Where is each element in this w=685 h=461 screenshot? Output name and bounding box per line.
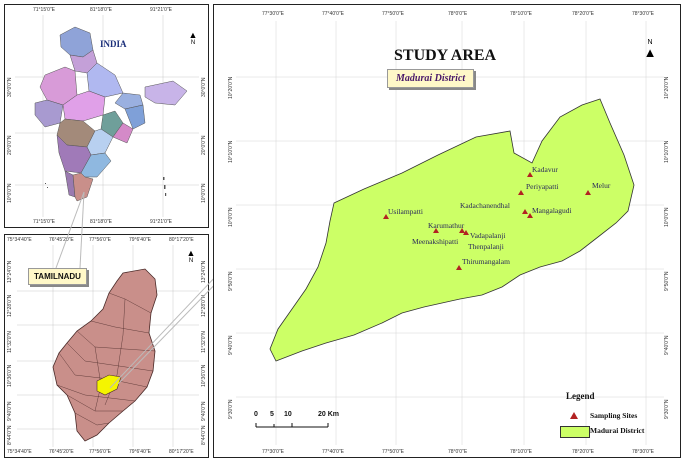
study-lon-tick-bottom: 78°0'0"E: [448, 449, 468, 455]
site-label-vadapalanji: Vadapalanji: [470, 231, 506, 240]
india-map-panel: 71°15'0"E 81°18'0"E 91°21'0"E 71°15'0"E …: [4, 4, 209, 228]
scale-label: 5: [270, 411, 274, 418]
study-lon-tick-bottom: 78°20'0"E: [572, 449, 594, 455]
study-north-arrow: N ▲: [642, 39, 658, 59]
legend-site-marker-icon: [570, 412, 578, 419]
tamilnadu-outline: [52, 268, 158, 442]
site-marker-periyapatti: [518, 190, 524, 195]
india-lon-tick-bottom: 81°18'0"E: [90, 219, 112, 225]
india-state-wb: [124, 104, 146, 130]
study-area-map: [236, 21, 664, 445]
legend: Legend Sampling Sites Madurai District: [550, 389, 676, 451]
site-marker-thirumangalam: [456, 265, 462, 270]
study-area-title: STUDY AREA: [394, 47, 497, 64]
north-arrow-icon: ▲: [186, 248, 196, 258]
site-label-karumathur: Karumathur: [428, 221, 465, 230]
legend-item-madurai-district: Madurai District: [590, 426, 645, 435]
north-arrow-icon: ▲: [188, 30, 198, 40]
study-lon-tick-bottom: 78°10'0"E: [510, 449, 532, 455]
scale-label: 20 Km: [318, 411, 340, 418]
tn-lon-tick-bottom: 75°34'40"E: [7, 449, 32, 455]
india-state-gujarat: [34, 99, 64, 128]
site-label-kadavur: Kadavur: [532, 165, 558, 174]
india-label: INDIA: [100, 39, 127, 49]
tn-lon-tick-bottom: 76°45'20"E: [49, 449, 74, 455]
tn-north-arrow: ▲ N: [186, 248, 196, 265]
india-state-up: [86, 62, 124, 98]
north-label: N: [647, 39, 653, 46]
site-marker-usilampatti: [383, 214, 389, 219]
india-north-arrow: ▲ N: [188, 30, 198, 47]
tn-lon-tick-bottom: 80°17'20"E: [169, 449, 194, 455]
site-label-thirumangalam: Thirumangalam: [462, 257, 510, 266]
madurai-district-callout: Madurai District: [387, 69, 475, 88]
india-state-jk: [59, 26, 94, 58]
site-marker-vadapalanji: [459, 228, 465, 233]
site-marker-melur: [585, 190, 591, 195]
site-marker-mangalagudi: [527, 213, 533, 218]
site-label-thenpalanji: Thenpalanji: [468, 242, 504, 251]
scale-label: 0: [254, 411, 258, 418]
india-lon-tick: 71°15'0"E: [33, 7, 55, 13]
study-area-panel: 77°30'0"E 77°40'0"E 77°50'0"E 78°0'0"E 7…: [213, 4, 681, 458]
legend-district-swatch: [560, 426, 590, 438]
tamilnadu-callout: TAMILNADU: [28, 268, 87, 285]
study-lon-tick: 78°30'0"E: [632, 11, 654, 17]
tn-lon-tick: 75°34'40"E: [7, 237, 32, 243]
tn-lon-tick-bottom: 79°6'40"E: [129, 449, 151, 455]
india-lon-tick: 81°18'0"E: [90, 7, 112, 13]
legend-item-sampling-sites: Sampling Sites: [590, 411, 638, 420]
study-lon-tick: 77°40'0"E: [322, 11, 344, 17]
site-marker-karumathur: [433, 228, 439, 233]
site-marker-kadachanendhal: [522, 209, 528, 214]
india-lon-tick: 91°21'0"E: [150, 7, 172, 13]
scale-label: 10: [284, 411, 292, 418]
study-lon-tick: 78°0'0"E: [448, 11, 468, 17]
scale-bar: 0 5 10 20 Km: [254, 409, 344, 435]
study-lon-tick: 78°20'0"E: [572, 11, 594, 17]
study-lon-tick: 78°10'0"E: [510, 11, 532, 17]
tn-lon-tick-bottom: 77°56'0"E: [89, 449, 111, 455]
india-state-ne: [144, 80, 188, 106]
north-arrow-icon: ▲: [643, 45, 657, 60]
study-lon-tick-bottom: 77°50'0"E: [382, 449, 404, 455]
india-lon-tick-bottom: 71°15'0"E: [33, 219, 55, 225]
site-label-melur: Melur: [592, 181, 611, 190]
tn-lon-tick: 77°56'0"E: [89, 237, 111, 243]
madurai-district-polygon: [269, 98, 635, 362]
sampling-site-markers: [383, 172, 591, 270]
site-marker-thenpalanji: [463, 230, 469, 235]
site-label-usilampatti: Usilampatti: [388, 207, 423, 216]
study-lon-tick: 77°30'0"E: [262, 11, 284, 17]
study-lon-tick-bottom: 77°30'0"E: [262, 449, 284, 455]
study-lon-tick-bottom: 78°30'0"E: [632, 449, 654, 455]
study-lon-tick-bottom: 77°40'0"E: [322, 449, 344, 455]
site-label-meenakshipatti: Meenakshipatti: [412, 237, 459, 246]
site-label-periyapatti: Periyapatti: [526, 182, 559, 191]
site-marker-kadavur: [527, 172, 533, 177]
site-label-kadachanendhal: Kadachanendhal: [460, 201, 510, 210]
site-label-mangalagudi: Mangalagudi: [532, 206, 572, 215]
study-lon-tick: 77°50'0"E: [382, 11, 404, 17]
legend-title: Legend: [566, 391, 595, 401]
